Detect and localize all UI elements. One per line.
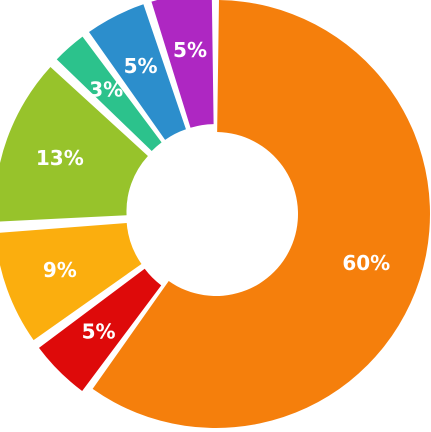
slice-label-1: 60%	[342, 251, 390, 275]
donut-slice-4	[0, 66, 148, 222]
donut-slice-3	[0, 223, 142, 341]
donut-slice-2	[38, 268, 162, 392]
slice-label-6: 5%	[124, 54, 158, 78]
donut-slice-7	[151, 0, 214, 128]
donut-slice-1	[92, 0, 430, 428]
slice-label-2: 5%	[82, 319, 116, 343]
slice-label-7: 5%	[173, 38, 207, 62]
slice-label-4: 13%	[36, 146, 84, 170]
slice-label-3: 9%	[43, 258, 77, 282]
slice-label-5: 3%	[89, 77, 123, 101]
donut-slice-6	[89, 4, 186, 140]
donut-slice-5	[56, 36, 162, 152]
